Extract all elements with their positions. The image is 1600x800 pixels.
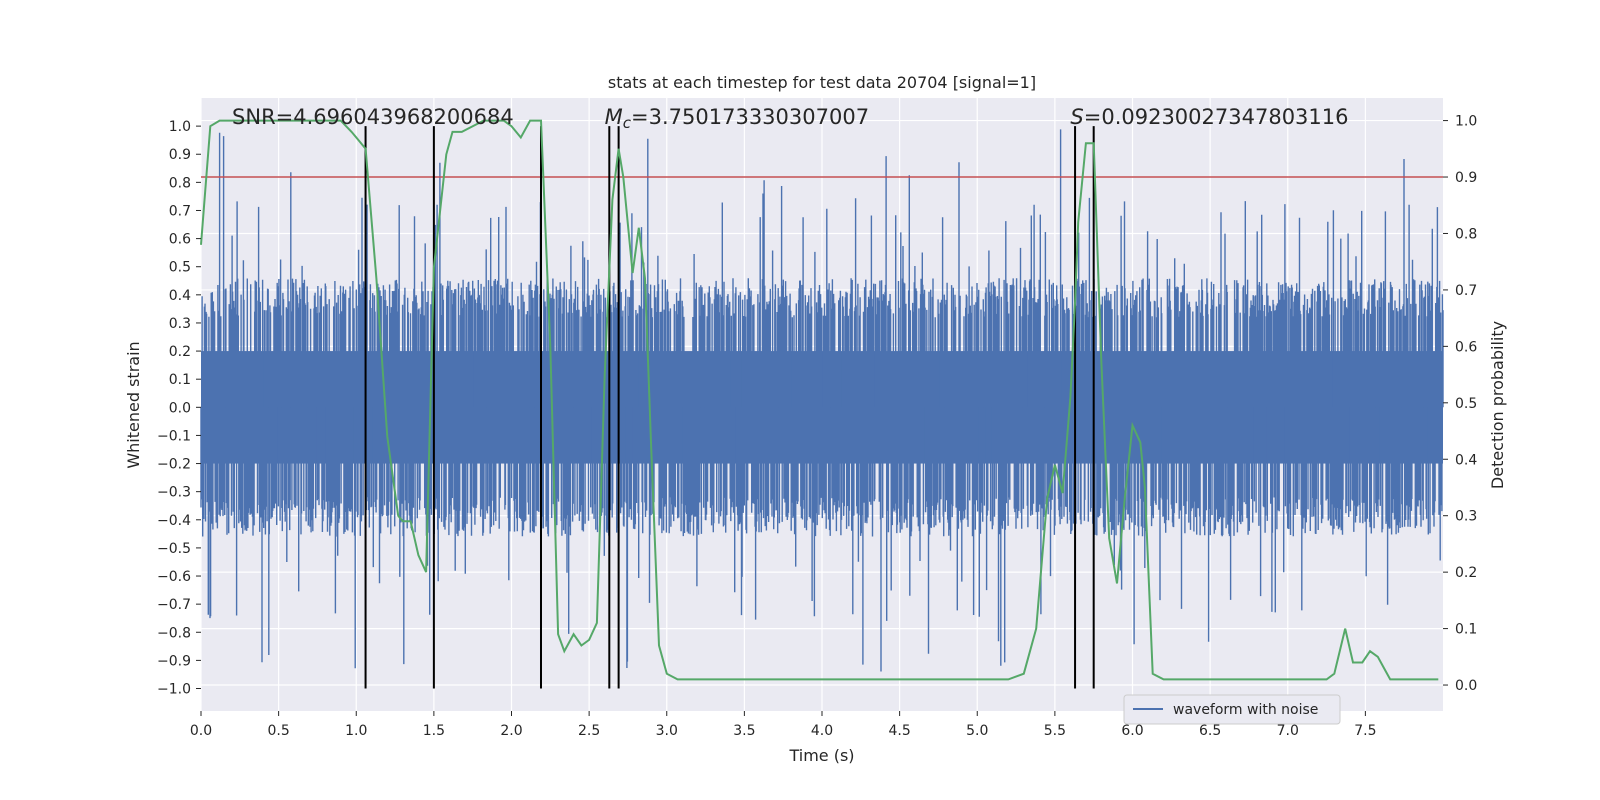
y-right-tick-label-1: 0.1 xyxy=(1455,622,1477,638)
y-left-tick-label-2: −0.8 xyxy=(157,625,191,641)
x-tick-label-6: 3.0 xyxy=(656,723,678,739)
x-tick-label-1: 0.5 xyxy=(267,723,289,739)
waveform-series xyxy=(200,129,1444,672)
y-right-tick-label-2: 0.2 xyxy=(1455,565,1477,581)
annotation-0: SNR=4.696043968200684 xyxy=(232,105,514,129)
x-tick-label-14: 7.0 xyxy=(1277,723,1299,739)
y-right-tick-label-0: 0.0 xyxy=(1455,678,1477,694)
y-right-tick-label-8: 0.8 xyxy=(1455,226,1477,242)
x-tick-label-2: 1.0 xyxy=(345,723,367,739)
y-right-tick-label-3: 0.3 xyxy=(1455,509,1477,525)
y-left-tick-label-11: 0.1 xyxy=(169,372,191,388)
axis-ticks: 0.0 0.5 1.0 1.5 2.0 2.5 3.0 3.5 4.0 4.5 5.0 5.5 6.0 6… xyxy=(157,114,1477,739)
y-left-tick-label-7: −0.3 xyxy=(157,485,191,501)
legend-label-waveform: waveform with noise xyxy=(1173,702,1318,718)
y-right-tick-label-5: 0.5 xyxy=(1455,396,1477,412)
y-left-tick-label-16: 0.6 xyxy=(169,232,191,248)
chart-title: stats at each timestep for test data 207… xyxy=(608,73,1036,92)
x-tick-label-12: 6.0 xyxy=(1121,723,1143,739)
x-tick-label-5: 2.5 xyxy=(578,723,600,739)
y-right-tick-label-7: 0.7 xyxy=(1455,283,1477,299)
y-right-tick-label-6: 0.6 xyxy=(1455,339,1477,355)
x-tick-label-11: 5.5 xyxy=(1044,723,1066,739)
y-left-tick-label-4: −0.6 xyxy=(157,569,191,585)
y-left-tick-label-15: 0.5 xyxy=(169,260,191,276)
y-left-tick-label-8: −0.2 xyxy=(157,457,191,473)
waveform-trace xyxy=(200,129,1444,672)
y-left-tick-label-18: 0.8 xyxy=(169,175,191,191)
x-tick-label-9: 4.5 xyxy=(888,723,910,739)
x-tick-label-4: 2.0 xyxy=(500,723,522,739)
y-left-tick-label-6: −0.4 xyxy=(157,513,191,529)
y-axis-right-label: Detection probability xyxy=(1488,321,1507,489)
annotations: SNR=4.696043968200684 Mc=3.75017333030700… xyxy=(232,105,1348,132)
x-tick-label-7: 3.5 xyxy=(733,723,755,739)
x-tick-label-0: 0.0 xyxy=(190,723,212,739)
x-tick-label-10: 5.0 xyxy=(966,723,988,739)
legend-box xyxy=(1123,694,1341,725)
x-tick-label-13: 6.5 xyxy=(1199,723,1221,739)
annotation-1: Mc=3.750173330307007 xyxy=(605,105,869,132)
y-left-tick-label-10: 0.0 xyxy=(169,400,191,416)
y-left-tick-label-0: −1.0 xyxy=(157,682,191,698)
y-axis-left-label: Whitened strain xyxy=(124,341,143,468)
x-axis-label: Time (s) xyxy=(788,746,854,765)
y-left-tick-label-20: 1.0 xyxy=(169,119,191,135)
x-tick-label-3: 1.5 xyxy=(423,723,445,739)
x-tick-label-15: 7.5 xyxy=(1354,723,1376,739)
y-left-tick-label-3: −0.7 xyxy=(157,597,191,613)
y-left-tick-label-5: −0.5 xyxy=(157,541,191,557)
x-tick-label-8: 4.0 xyxy=(811,723,833,739)
y-left-tick-label-1: −0.9 xyxy=(157,653,191,669)
y-left-tick-label-12: 0.2 xyxy=(169,344,191,360)
y-right-tick-label-4: 0.4 xyxy=(1455,452,1477,468)
y-left-tick-label-19: 0.9 xyxy=(169,147,191,163)
y-left-tick-label-14: 0.4 xyxy=(169,288,191,304)
y-left-tick-label-9: −0.1 xyxy=(157,428,191,444)
y-right-tick-label-9: 0.9 xyxy=(1455,170,1477,186)
probability-series xyxy=(200,119,1439,681)
detection-boundaries xyxy=(364,126,1095,689)
probability-line xyxy=(200,119,1439,681)
y-left-tick-label-17: 0.7 xyxy=(169,203,191,219)
annotation-2: S=0.09230027347803116 xyxy=(1070,105,1348,129)
y-left-tick-label-13: 0.3 xyxy=(169,316,191,332)
legend: waveform with noise xyxy=(1123,694,1341,725)
y-right-tick-label-10: 1.0 xyxy=(1455,114,1477,130)
